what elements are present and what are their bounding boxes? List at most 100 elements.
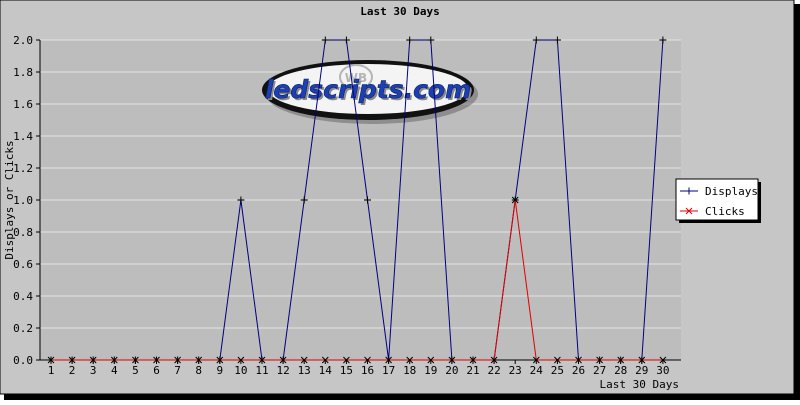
logo-badge [339, 64, 373, 90]
series-clicks-point-d2 [511, 196, 519, 204]
series-clicks-point [596, 356, 603, 364]
series-displays-point [364, 196, 371, 204]
series-clicks-point-d2 [638, 356, 646, 364]
series-clicks-point [511, 196, 519, 204]
x-tick-label: 20 [445, 364, 458, 377]
series-clicks-point [132, 356, 139, 364]
series-clicks-point [237, 356, 245, 364]
ledscripts-logo: WB ledscripts.com ledscripts.com [262, 60, 478, 124]
x-tick-label: 27 [593, 364, 606, 377]
series-clicks-point [532, 356, 540, 364]
legend-items: Displays Clicks [680, 185, 758, 218]
series-clicks-point [47, 356, 55, 364]
series-displays-point [300, 196, 308, 204]
logo-text-shadow: ledscripts.com [267, 77, 473, 106]
x-tick-label: 4 [111, 364, 118, 377]
legend-label-displays: Displays [705, 185, 758, 198]
x-tick-label: 8 [195, 364, 202, 377]
legend-marker-displays [685, 187, 693, 195]
series-clicks-point [575, 356, 582, 364]
series-clicks-point [258, 356, 266, 364]
series-clicks-point-d2 [89, 356, 97, 364]
y-tick-label: 0.0 [13, 354, 33, 367]
series-clicks-point-d2 [195, 356, 203, 364]
legend-label-clicks: Clicks [705, 205, 745, 218]
legend-box [675, 178, 759, 221]
x-tick-label: 2 [69, 364, 76, 377]
x-tick-label: 3 [90, 364, 97, 377]
series-clicks-point [659, 356, 667, 364]
series-clicks-point [110, 356, 118, 364]
x-tick-label: 23 [509, 364, 522, 377]
series-clicks-point-d2 [237, 356, 245, 364]
x-tick-label: 28 [614, 364, 627, 377]
x-tick-label: 14 [319, 364, 333, 377]
y-tick-label: 2.0 [13, 34, 33, 47]
series-displays-point [342, 36, 350, 44]
series-clicks-point-d2 [343, 356, 350, 364]
series-displays-point [427, 36, 435, 44]
x-tick-label: 21 [466, 364, 479, 377]
series-displays-point [659, 36, 667, 44]
series-clicks-point [321, 356, 329, 364]
series-clicks-point-d2 [258, 356, 266, 364]
series-clicks-point [300, 356, 308, 364]
x-tick-label: 11 [255, 364, 268, 377]
series-clicks-point-d2 [617, 356, 625, 364]
series-clicks-point-d2 [68, 356, 76, 364]
y-axis-label: Displays or Clicks [3, 140, 16, 259]
x-tick-label: 29 [635, 364, 648, 377]
x-tick-label: 18 [403, 364, 416, 377]
series-clicks-point-d2 [427, 356, 435, 364]
logo-ellipse-inner [268, 64, 468, 114]
series-clicks-point [216, 356, 224, 364]
x-tick-label: 19 [424, 364, 437, 377]
series-clicks-line [51, 199, 663, 361]
series-clicks-point [490, 356, 498, 364]
series-clicks-point-d2 [448, 356, 456, 364]
series-clicks-point-d2 [110, 356, 118, 364]
x-tick-label: 5 [132, 364, 139, 377]
series-clicks-point-d2 [596, 356, 603, 364]
y-tick-label: 1.4 [13, 130, 33, 143]
y-tick-label: 1.6 [13, 98, 33, 111]
x-tick-label: 24 [530, 364, 544, 377]
x-tick-label: 25 [551, 364, 564, 377]
chart-title: Last 30 Days [360, 5, 439, 18]
series-clicks-point-d2 [364, 356, 371, 364]
series-clicks-point [617, 356, 625, 364]
series-clicks-point [89, 356, 97, 364]
series-displays-point [553, 36, 561, 44]
y-tick-label: 1.0 [13, 194, 33, 207]
series-clicks-point-d2 [174, 356, 181, 364]
legend-marker-clicks-d2 [685, 207, 693, 215]
series-clicks-point-d2 [490, 356, 498, 364]
x-tick-label: 7 [174, 364, 181, 377]
y-tick-label: 0.8 [13, 226, 33, 239]
y-tick-label: 0.6 [13, 258, 33, 271]
series-clicks-point [68, 356, 76, 364]
series-clicks-point [427, 356, 435, 364]
x-tick-label: 13 [298, 364, 311, 377]
series-clicks-point [364, 356, 371, 364]
series-clicks-point-d2 [385, 356, 392, 364]
series-clicks-point-d2 [132, 356, 139, 364]
x-tick-label: 22 [487, 364, 500, 377]
series-clicks-point [638, 356, 646, 364]
series-clicks-point-d2 [279, 356, 287, 364]
x-tick-label: 6 [153, 364, 160, 377]
y-axis-ticks: 0.0 0.2 0.4 0.6 0.8 1.0 1.2 1.4 1.6 1.8 2.0 [13, 34, 40, 367]
x-tick-label: 26 [572, 364, 585, 377]
y-tick-label: 1.8 [13, 66, 33, 79]
series-clicks-point-d2 [216, 356, 224, 364]
x-tick-label: 1 [48, 364, 55, 377]
logo-badge-text: WB [345, 71, 367, 85]
series-displays-point [321, 36, 329, 44]
series-clicks-point-d2 [47, 356, 55, 364]
logo-text: ledscripts.com [265, 75, 471, 104]
y-tick-label: 0.4 [13, 290, 33, 303]
series-clicks-point [153, 356, 160, 364]
x-tick-label: 9 [216, 364, 223, 377]
